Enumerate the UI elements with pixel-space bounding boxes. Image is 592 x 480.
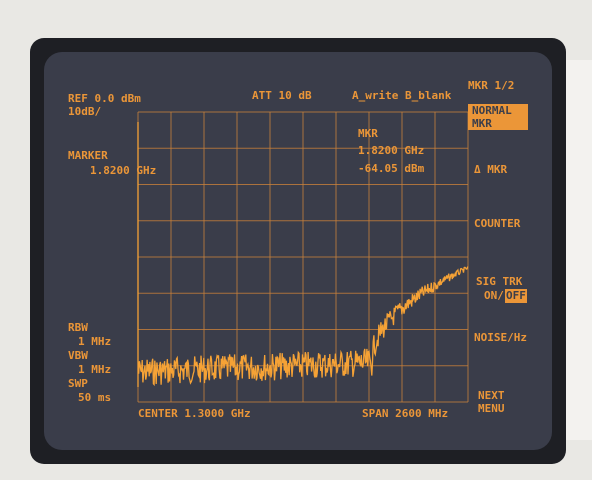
marker-label: MARKER <box>68 149 108 162</box>
marker-frequency: 1.8200 GHz <box>90 164 156 177</box>
scale: 10dB/ <box>68 105 101 118</box>
softkey[interactable]: NOISE/Hz <box>474 331 527 344</box>
ref-level: REF 0.0 dBm <box>68 92 141 105</box>
setting-label: VBW <box>68 349 88 362</box>
readout-frequency: 1.8200 GHz <box>358 144 424 157</box>
softkey[interactable]: Δ MKR <box>474 163 507 176</box>
softkey-off[interactable]: OFF <box>506 289 526 302</box>
softkey[interactable]: NEXT <box>478 389 505 402</box>
softkey[interactable]: MENU <box>478 402 505 415</box>
trace-mode: A_write B_blank <box>352 89 452 102</box>
setting-value: 1 MHz <box>78 335 111 348</box>
readout-amplitude: -64.05 dBm <box>358 162 425 175</box>
setting-label: RBW <box>68 321 88 334</box>
softkey[interactable]: MKR <box>472 117 492 130</box>
softkey[interactable]: SIG TRK <box>476 275 523 288</box>
setting-label: SWP <box>68 377 88 390</box>
readout-label: MKR <box>358 127 378 140</box>
softkey[interactable]: ON/ <box>484 289 504 302</box>
softkey[interactable]: COUNTER <box>474 217 521 230</box>
span: SPAN 2600 MHz <box>362 407 448 420</box>
menu-title: MKR 1/2 <box>468 79 514 92</box>
setting-value: 1 MHz <box>78 363 111 376</box>
attenuation: ATT 10 dB <box>252 89 312 102</box>
center-frequency: CENTER 1.3000 GHz <box>138 407 251 420</box>
setting-value: 50 ms <box>78 391 111 404</box>
analyzer-photo: REF 0.0 dBm 10dB/ ATT 10 dB A_write B_bl… <box>0 0 592 480</box>
softkey[interactable]: NORMAL <box>472 104 512 117</box>
